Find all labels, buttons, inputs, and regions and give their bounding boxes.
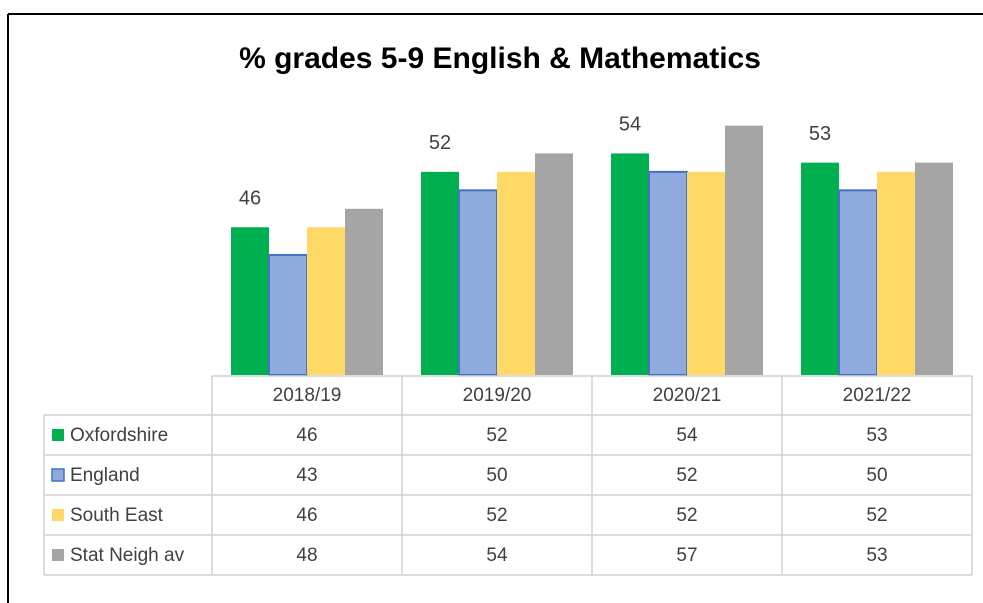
bar (725, 125, 763, 375)
legend-label: South East (70, 505, 164, 526)
bar (838, 189, 878, 376)
legend-key (51, 468, 65, 482)
table-value: 50 (486, 465, 507, 486)
x-tick-label: 2021/22 (843, 385, 912, 406)
bar (345, 208, 383, 375)
x-tick-label: 2018/19 (273, 385, 342, 406)
bar (458, 189, 498, 376)
table-value: 53 (866, 545, 887, 566)
bar (231, 227, 269, 375)
legend-label: England (70, 465, 140, 486)
legend-key (52, 429, 64, 441)
legend-label: Stat Neigh av (70, 545, 185, 566)
table-value: 57 (676, 545, 697, 566)
data-label: 53 (809, 123, 831, 145)
bar (915, 162, 953, 375)
bar (801, 162, 839, 375)
x-tick-label: 2020/21 (653, 385, 722, 406)
table-value: 52 (676, 465, 697, 486)
data-label: 54 (619, 114, 641, 136)
bar (497, 171, 535, 375)
data-label: 46 (239, 188, 261, 210)
table-value: 53 (866, 425, 887, 446)
bar (535, 153, 573, 375)
bar (611, 153, 649, 375)
table-value: 46 (296, 505, 317, 526)
legend-label: Oxfordshire (70, 425, 168, 446)
bar (687, 171, 725, 375)
table-value: 54 (486, 545, 508, 566)
legend-key (52, 549, 64, 561)
legend-key (52, 509, 64, 521)
table-value: 54 (676, 425, 698, 446)
data-label: 52 (429, 132, 451, 154)
table-value: 52 (866, 505, 887, 526)
bar (421, 171, 459, 375)
table-value: 52 (486, 505, 507, 526)
table-value: 52 (486, 425, 507, 446)
x-tick-label: 2019/20 (463, 385, 532, 406)
bar (268, 253, 308, 376)
table-value: 50 (866, 465, 887, 486)
chart-title: % grades 5-9 English & Mathematics (239, 42, 761, 75)
table-value: 48 (296, 545, 317, 566)
table-value: 52 (676, 505, 697, 526)
bar (307, 227, 345, 375)
bar (648, 170, 688, 376)
table-value: 43 (296, 465, 317, 486)
bar (877, 171, 915, 375)
table-value: 46 (296, 425, 317, 446)
